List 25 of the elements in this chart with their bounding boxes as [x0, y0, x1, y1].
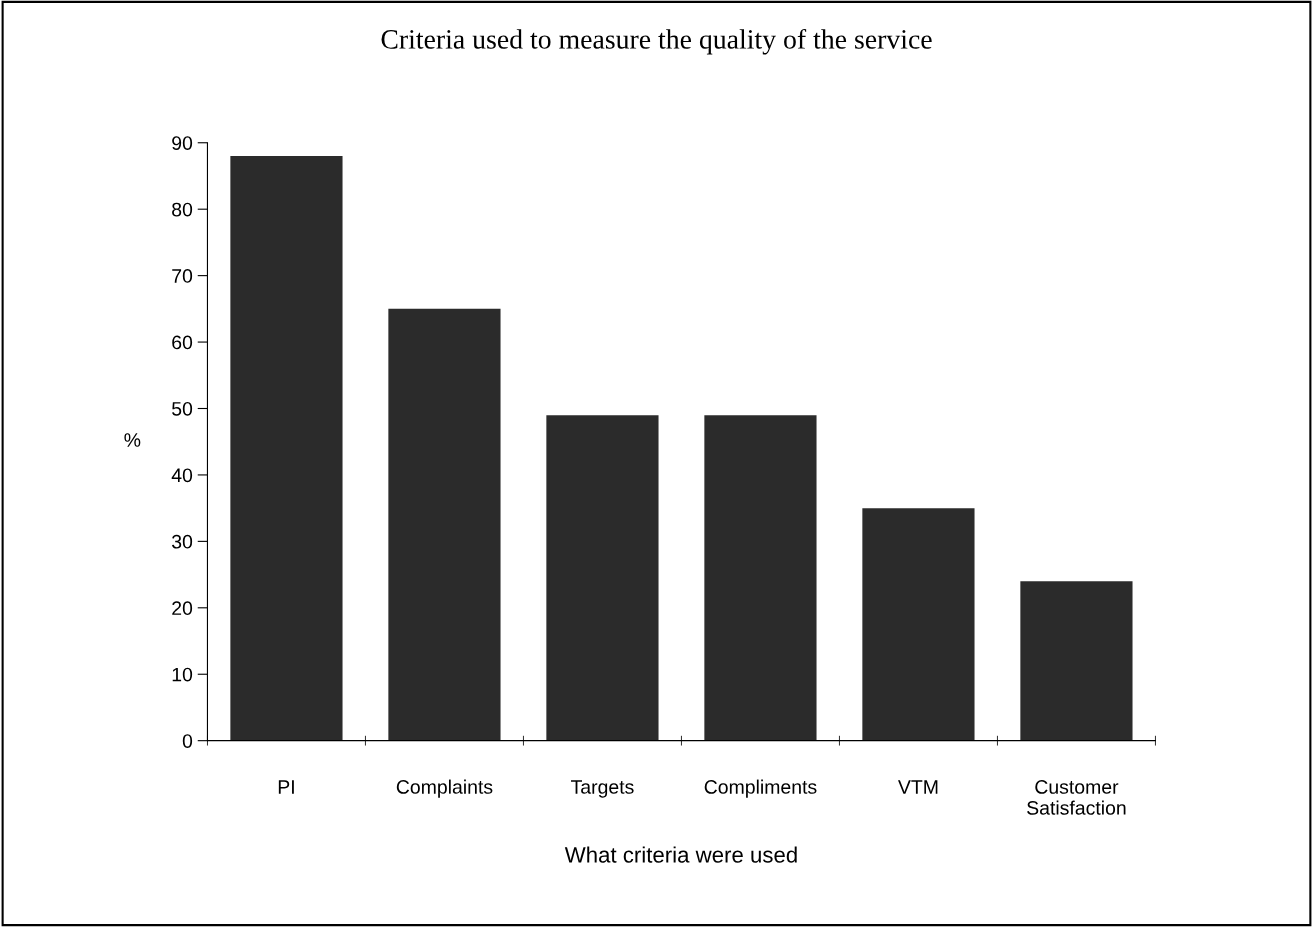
y-tick-label: 0	[182, 734, 193, 748]
x-tick-label: Complaints	[396, 779, 493, 798]
bar	[862, 508, 975, 741]
x-tick-label: PI	[278, 780, 294, 794]
x-axis-title: What criteria were used	[564, 846, 797, 863]
y-axis-title: %	[124, 433, 141, 447]
bar	[546, 415, 659, 741]
y-tick-label: 80	[172, 202, 193, 217]
bar	[388, 308, 501, 741]
bar	[704, 415, 817, 741]
x-tick-label: VTM	[898, 780, 938, 794]
x-tick-label: Customer Satisfaction	[1027, 780, 1126, 815]
bar	[230, 156, 343, 741]
x-tick-label: Compliments	[704, 779, 817, 798]
y-tick-label: 60	[172, 335, 193, 350]
y-tick-label: 40	[171, 468, 193, 483]
y-tick-label: 20	[172, 601, 193, 616]
y-tick-label: 70	[172, 269, 193, 283]
y-tick-label: 10	[172, 667, 193, 682]
chart-title: Criteria used to measure the quality of the service	[381, 28, 932, 55]
bar	[1020, 581, 1133, 741]
y-tick-label: 90	[172, 136, 193, 150]
x-tick-label: Targets	[571, 780, 634, 798]
y-tick-label: 50	[172, 401, 193, 416]
y-tick-label: 30	[171, 534, 193, 549]
